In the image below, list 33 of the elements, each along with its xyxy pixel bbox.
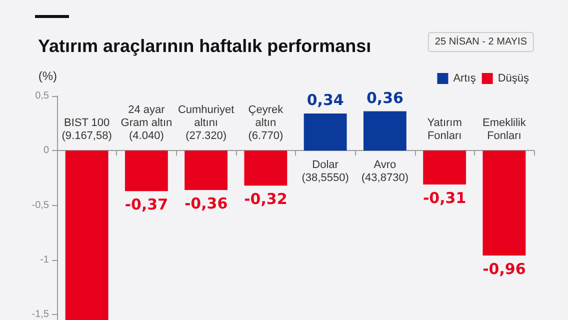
- y-tick-label: -1: [40, 254, 50, 266]
- x-tick-label: Cumhuriyet altını (27.320): [178, 104, 234, 142]
- x-tick-label: Çeyrek altın (6.770): [248, 104, 284, 142]
- chart-subtitle: 25 NİSAN - 2 MAYIS: [434, 36, 528, 48]
- x-tick-label: Dolar (38,5550): [302, 159, 349, 184]
- data-label: -0,32: [244, 190, 288, 208]
- legend-label: Düşüş: [498, 72, 530, 84]
- bar: [363, 111, 406, 151]
- data-label: -0,36: [184, 194, 228, 212]
- data-label: 0,34: [306, 90, 344, 109]
- data-label: -0,96: [482, 260, 526, 278]
- data-label: -0,37: [124, 196, 168, 214]
- chart-title: Yatırım araçlarının haftalık performansı: [38, 36, 372, 56]
- x-tick-label: Yatırım Fonları: [427, 117, 462, 142]
- bar: [124, 150, 168, 192]
- data-label: -0,31: [422, 189, 466, 208]
- y-tick-label: 0: [43, 145, 50, 156]
- bar: [65, 150, 108, 320]
- y-tick-label: -1,5: [32, 309, 50, 320]
- y-tick-label: 0,5: [35, 90, 50, 102]
- x-tick-label: Avro (43,8730): [361, 159, 408, 184]
- y-axis-title: (%): [38, 69, 57, 83]
- bar: [244, 150, 288, 186]
- bar: [482, 150, 526, 256]
- x-tick-label: BIST 100 (9.167,58): [62, 117, 112, 142]
- data-label: 0,36: [366, 88, 404, 107]
- bar: [304, 113, 347, 151]
- bar: [184, 150, 228, 190]
- x-tick-label: Emeklilik Fonları: [482, 117, 526, 142]
- bar: [423, 150, 466, 185]
- x-tick-label: 24 ayar Gram altın (4.040): [120, 104, 172, 142]
- legend-label: Artış: [453, 72, 476, 84]
- y-tick-label: -0,5: [32, 200, 50, 211]
